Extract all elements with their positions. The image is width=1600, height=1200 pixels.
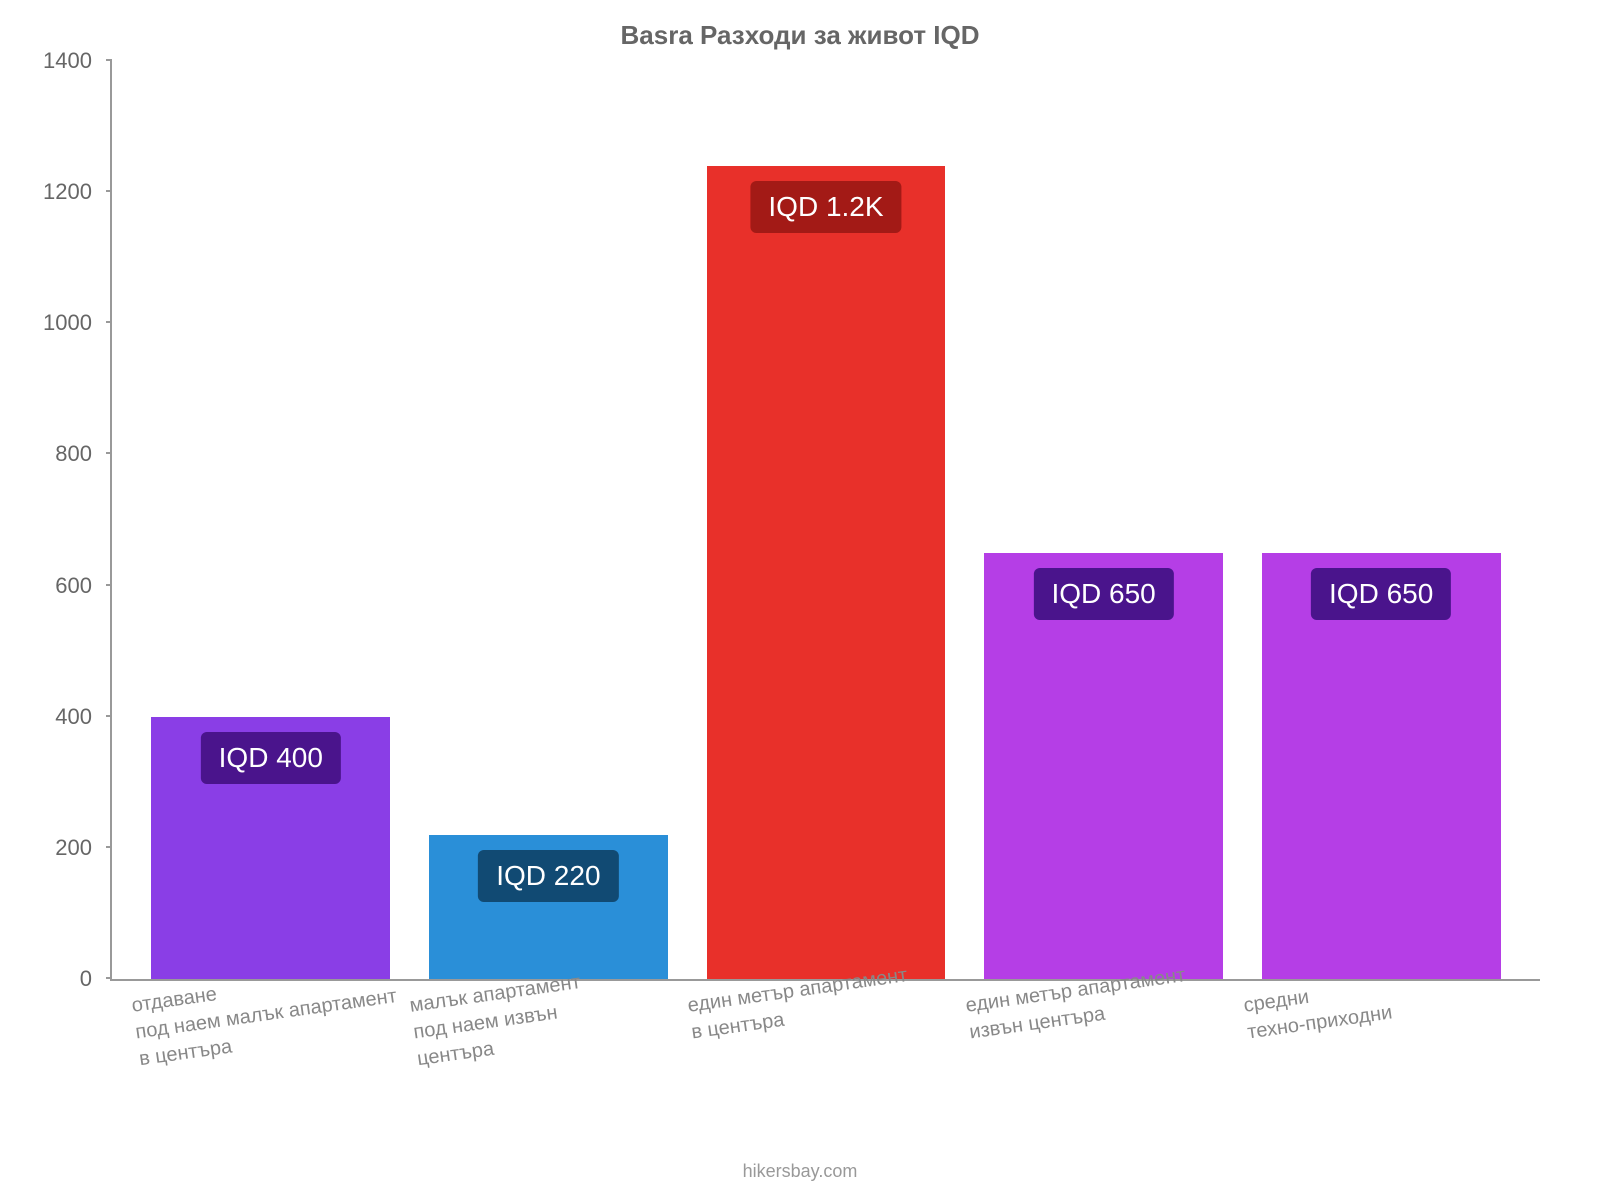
bar-value-label: IQD 220 (478, 850, 618, 902)
y-tick-mark (106, 321, 112, 323)
y-tick-mark (106, 715, 112, 717)
y-tick-label: 1200 (43, 179, 92, 205)
bar-slot: IQD 650 (1242, 61, 1520, 979)
y-axis: 0200400600800100012001400 (42, 61, 102, 979)
y-tick-label: 400 (55, 704, 92, 730)
chart-container: Basra Разходи за живот IQD 0 200 400 600 800… (0, 0, 1600, 1200)
chart-title: Basra Разходи за живот IQD (40, 20, 1560, 51)
bar-value-label: IQD 650 (1311, 568, 1451, 620)
x-axis-label: малък апартамент под наем извън центъра (408, 969, 590, 1073)
bar-value-label: IQD 1.2K (750, 181, 901, 233)
y-tick-label: 800 (55, 441, 92, 467)
bar-slot: IQD 220 (410, 61, 688, 979)
bar-slot: IQD 650 (965, 61, 1243, 979)
x-axis-label: средни техно-приходни (1242, 973, 1394, 1047)
bar-value-label: IQD 400 (201, 732, 341, 784)
y-tick-label: 0 (80, 966, 92, 992)
y-tick-mark (106, 59, 112, 61)
y-tick-mark (106, 846, 112, 848)
bar: IQD 1.2K (707, 166, 946, 979)
y-tick-label: 1000 (43, 310, 92, 336)
y-tick-label: 1400 (43, 48, 92, 74)
y-tick-mark (106, 452, 112, 454)
plot-area: 0200400600800100012001400 IQD 400IQD 220… (110, 61, 1540, 981)
bar: IQD 220 (429, 835, 668, 979)
bar-value-label: IQD 650 (1033, 568, 1173, 620)
bar: IQD 650 (984, 553, 1223, 979)
y-tick-mark (106, 584, 112, 586)
bar-slot: IQD 1.2K (687, 61, 965, 979)
bar: IQD 400 (151, 717, 390, 979)
bars-area: IQD 400 IQD 220 IQD 1.2K IQD 650 IQD 650 (112, 61, 1540, 979)
y-tick-mark (106, 977, 112, 979)
bar-slot: IQD 400 (132, 61, 410, 979)
bar: IQD 650 (1262, 553, 1501, 979)
y-tick-label: 600 (55, 573, 92, 599)
y-tick-mark (106, 190, 112, 192)
y-tick-label: 200 (55, 835, 92, 861)
footer-credit: hikersbay.com (0, 1161, 1600, 1182)
